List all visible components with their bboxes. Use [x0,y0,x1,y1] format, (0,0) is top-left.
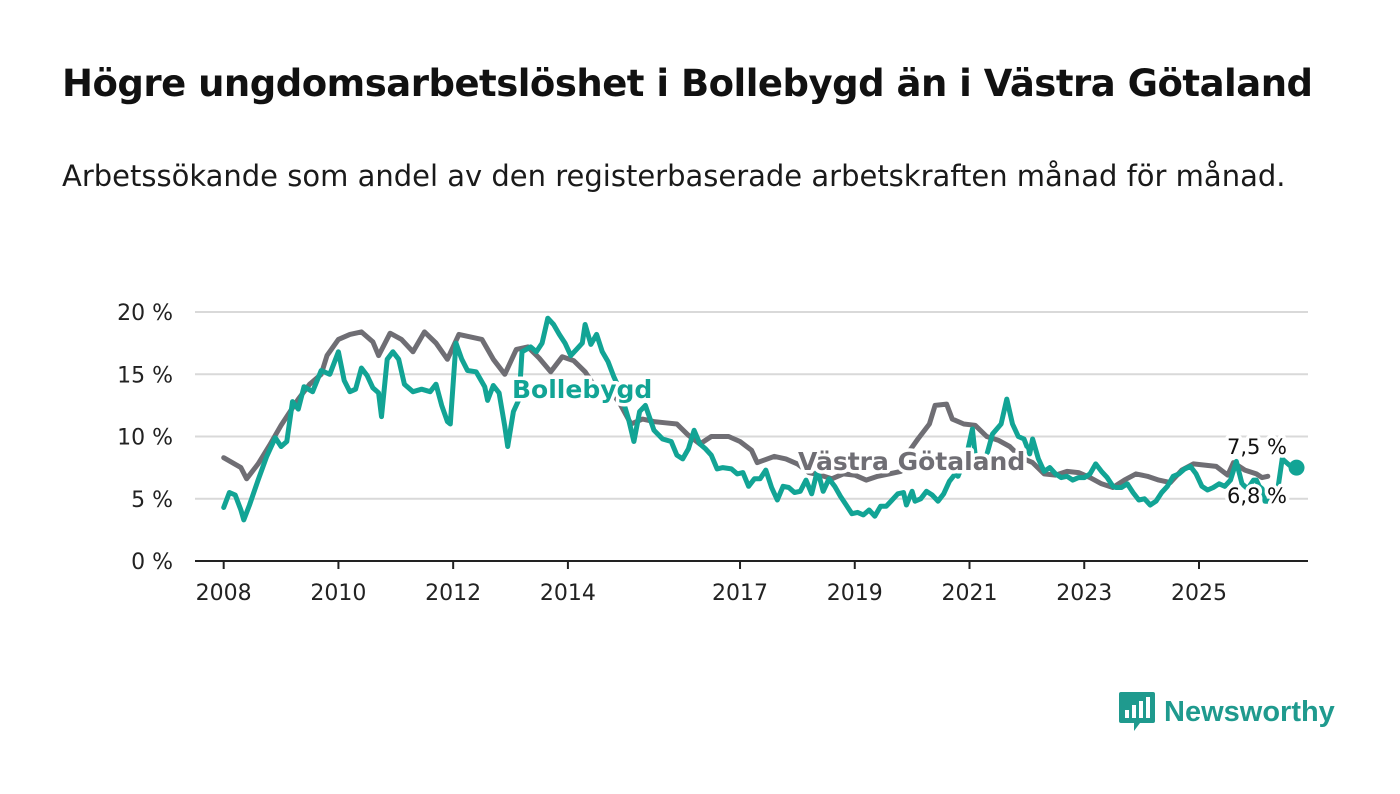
y-tick-label: 10 % [117,426,173,451]
bollebygd-end-point [1288,459,1305,476]
series-lines [221,315,1305,523]
y-tick-label: 5 % [131,488,173,513]
bollebygd-end-value: 7,5 % [1227,435,1287,459]
x-tick-label: 2019 [827,581,883,606]
gridlines [195,311,1308,562]
newsworthy-logo-icon [1119,692,1155,731]
chart-title: Högre ungdomsarbetslöshet i Bollebygd än… [62,62,1313,105]
x-tick-label: 2023 [1056,581,1112,606]
series-line-vastra-gotaland [221,329,1271,490]
vastra-gotaland-label: Västra Götaland [798,447,1025,476]
x-tick-label: 2025 [1171,581,1227,606]
x-tick-label: 2008 [196,581,252,606]
region-end-value: 6,8 % [1227,484,1287,508]
y-tick-label: 20 % [117,301,173,326]
x-tick-label: 2010 [310,581,366,606]
region-end-value-halo: 6,8 % [1227,484,1287,508]
x-tick-label: 2012 [425,581,481,606]
y-tick-label: 0 % [131,550,173,575]
y-tick-label: 15 % [117,363,173,388]
bollebygd-label: Bollebygd [512,375,652,404]
vastra-gotaland-label-halo: Västra Götaland [798,447,1025,476]
bollebygd-label-halo: Bollebygd [512,375,652,404]
x-tick-label: 2021 [942,581,998,606]
newsworthy-logo: Newsworthy [1118,690,1335,734]
x-axis-ticks: 2008 2010 2012 2014 2017 2019 2021 2023 2025 [196,561,1227,606]
y-axis-ticks: 0 % 5 % 10 % 15 % 20 % [117,301,173,575]
x-tick-label: 2017 [712,581,768,606]
bollebygd-end-value-halo: 7,5 % [1227,435,1287,459]
x-tick-label: 2014 [540,581,596,606]
series-line-bollebygd [221,315,1299,523]
chart-subtitle: Arbetssökande som andel av den registerb… [62,159,1286,193]
brand-name: Newsworthy [1164,695,1335,728]
